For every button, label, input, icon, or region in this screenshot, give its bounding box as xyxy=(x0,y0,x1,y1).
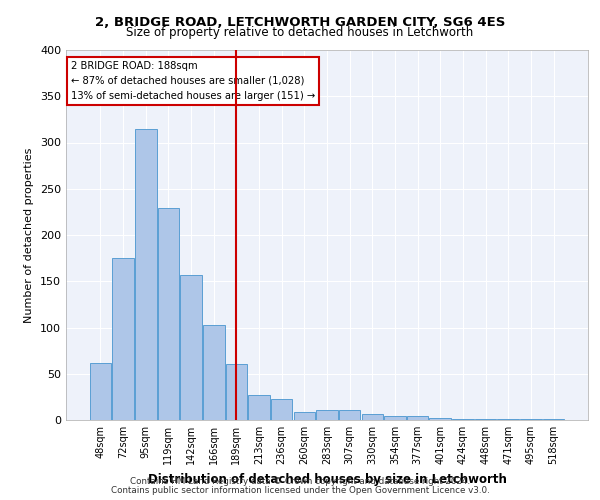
Bar xyxy=(543,419,564,420)
Bar xyxy=(226,364,247,420)
Bar xyxy=(407,416,428,420)
Bar xyxy=(112,258,134,420)
Bar xyxy=(203,324,224,420)
Bar xyxy=(271,398,292,420)
Bar xyxy=(339,410,361,420)
Bar xyxy=(158,208,179,420)
X-axis label: Distribution of detached houses by size in Letchworth: Distribution of detached houses by size … xyxy=(148,472,506,486)
Bar xyxy=(520,419,542,420)
Bar xyxy=(475,419,496,420)
Text: 2, BRIDGE ROAD, LETCHWORTH GARDEN CITY, SG6 4ES: 2, BRIDGE ROAD, LETCHWORTH GARDEN CITY, … xyxy=(95,16,505,29)
Bar xyxy=(362,414,383,420)
Y-axis label: Number of detached properties: Number of detached properties xyxy=(25,148,34,322)
Text: 2 BRIDGE ROAD: 188sqm
← 87% of detached houses are smaller (1,028)
13% of semi-d: 2 BRIDGE ROAD: 188sqm ← 87% of detached … xyxy=(71,61,316,100)
Text: Size of property relative to detached houses in Letchworth: Size of property relative to detached ho… xyxy=(127,26,473,39)
Bar xyxy=(452,419,473,420)
Bar xyxy=(293,412,315,420)
Bar xyxy=(497,419,519,420)
Bar xyxy=(384,416,406,420)
Bar xyxy=(135,128,157,420)
Bar xyxy=(430,418,451,420)
Bar xyxy=(181,275,202,420)
Text: Contains public sector information licensed under the Open Government Licence v3: Contains public sector information licen… xyxy=(110,486,490,495)
Text: Contains HM Land Registry data © Crown copyright and database right 2024.: Contains HM Land Registry data © Crown c… xyxy=(130,477,470,486)
Bar xyxy=(316,410,338,420)
Bar xyxy=(90,362,111,420)
Bar xyxy=(248,395,270,420)
